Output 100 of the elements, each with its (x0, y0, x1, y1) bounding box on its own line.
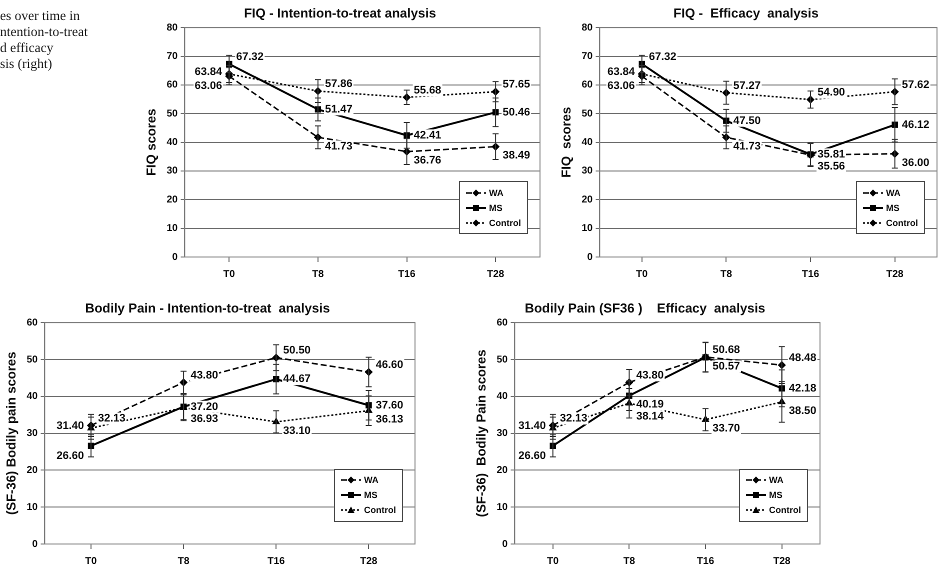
legend-label: WA (489, 188, 504, 198)
data-label: 50.57 (712, 360, 740, 372)
y-tick-label: 60 (166, 80, 178, 91)
data-label: 63.06 (194, 80, 222, 92)
legend-label: Control (886, 218, 918, 228)
legend-label: WA (364, 475, 378, 486)
legend-label: WA (886, 188, 900, 198)
y-tick-label: 20 (582, 194, 594, 206)
chart-title: FIQ - Intention-to-treat analysis (244, 5, 436, 20)
y-tick-label: 80 (166, 22, 178, 34)
y-tick-label: 40 (166, 137, 178, 148)
y-tick-label: 50 (496, 354, 508, 366)
data-label: 41.73 (324, 140, 352, 152)
data-label: 38.49 (502, 150, 530, 162)
data-label: 63.84 (607, 66, 636, 78)
data-label: 38.50 (788, 404, 816, 417)
data-label: 33.10 (283, 424, 311, 437)
data-label: 57.65 (502, 78, 530, 91)
legend-label: WA (769, 475, 784, 486)
y-tick-label: 10 (166, 223, 178, 234)
data-label: 38.14 (636, 410, 665, 423)
data-label: 50.46 (502, 106, 530, 118)
x-tick-label: T28 (486, 268, 505, 280)
y-axis-title: FIQ scores (558, 106, 574, 178)
data-label: 51.47 (324, 103, 352, 116)
data-label: 41.73 (733, 140, 761, 152)
chart-title: FIQ - Efficacy analysis (673, 5, 819, 20)
data-label: 32.13 (98, 412, 126, 424)
x-tick-label: T0 (223, 268, 236, 280)
data-label: 57.62 (902, 78, 930, 91)
legend-label: MS (886, 202, 900, 213)
data-label: 57.27 (733, 80, 761, 92)
x-tick-label: T8 (720, 268, 732, 280)
y-tick-label: 0 (172, 252, 178, 263)
data-label: 44.67 (283, 373, 311, 386)
y-tick-label: 20 (166, 194, 178, 206)
x-tick-label: T8 (178, 556, 190, 567)
data-label: 36.13 (376, 414, 404, 426)
y-tick-label: 50 (26, 354, 38, 366)
legend-label: MS (769, 490, 782, 500)
chart-title: Bodily Pain - Intention-to-treat analysis (85, 300, 330, 316)
legend-label: MS (489, 202, 502, 213)
y-tick-label: 20 (26, 464, 38, 476)
y-tick-label: 50 (582, 108, 594, 120)
data-label: 55.68 (414, 84, 442, 96)
data-label: 26.60 (518, 450, 546, 462)
x-tick-label: T16 (696, 556, 715, 567)
data-label: 35.56 (818, 160, 846, 172)
y-tick-label: 60 (496, 317, 508, 328)
data-label: 37.20 (190, 400, 218, 413)
x-tick-label: T28 (886, 268, 904, 280)
y-tick-label: 10 (582, 223, 594, 234)
y-tick-label: 50 (166, 108, 178, 120)
data-label: 42.41 (414, 129, 442, 142)
data-label: 43.80 (636, 369, 664, 382)
x-tick-label: T16 (268, 556, 286, 567)
data-label: 43.80 (190, 369, 218, 382)
x-tick-label: T28 (360, 556, 378, 567)
data-label: 42.18 (788, 382, 816, 394)
data-label: 57.86 (324, 78, 352, 90)
y-tick-label: 10 (496, 502, 508, 513)
data-label: 36.00 (902, 156, 930, 169)
data-label: 63.84 (194, 66, 224, 78)
legend-label: Control (769, 505, 801, 516)
y-tick-label: 0 (502, 538, 508, 550)
data-label: 31.40 (56, 420, 84, 432)
y-tick-label: 20 (496, 464, 508, 476)
data-label: 26.60 (56, 450, 84, 462)
y-tick-label: 0 (32, 538, 38, 550)
text: d efficacy (0, 40, 54, 56)
y-tick-label: 30 (496, 428, 508, 440)
y-tick-label: 80 (582, 22, 594, 34)
text: sis (right) (0, 56, 54, 72)
text: es over time in (0, 8, 81, 24)
legend-label: Control (364, 505, 396, 516)
y-tick-label: 10 (26, 502, 38, 513)
data-label: 40.19 (636, 398, 664, 411)
y-axis-title: (SF-36) Bodily Pain scores (473, 349, 488, 518)
text: ntention-to-treat (0, 24, 89, 40)
data-label: 36.76 (414, 154, 442, 167)
data-label: 32.13 (560, 412, 588, 424)
data-label: 46.12 (902, 118, 930, 131)
data-label: 36.93 (190, 412, 218, 425)
data-label: 35.81 (818, 148, 846, 160)
data-label: 46.60 (376, 359, 404, 372)
x-tick-label: T0 (85, 556, 98, 567)
data-label: 50.50 (283, 344, 311, 357)
data-label: 37.60 (376, 399, 404, 412)
y-tick-label: 40 (26, 391, 38, 402)
legend-label: MS (364, 490, 378, 500)
data-label: 48.48 (788, 352, 816, 364)
y-tick-label: 30 (26, 428, 38, 440)
y-tick-label: 60 (582, 80, 594, 91)
y-axis-title: FIQ scores (143, 108, 158, 176)
x-tick-label: T0 (636, 268, 648, 280)
x-tick-label: T0 (547, 556, 560, 567)
y-tick-label: 30 (582, 166, 594, 177)
data-label: 50.68 (712, 344, 740, 356)
data-label: 63.06 (607, 80, 635, 92)
x-tick-label: T8 (623, 556, 636, 567)
